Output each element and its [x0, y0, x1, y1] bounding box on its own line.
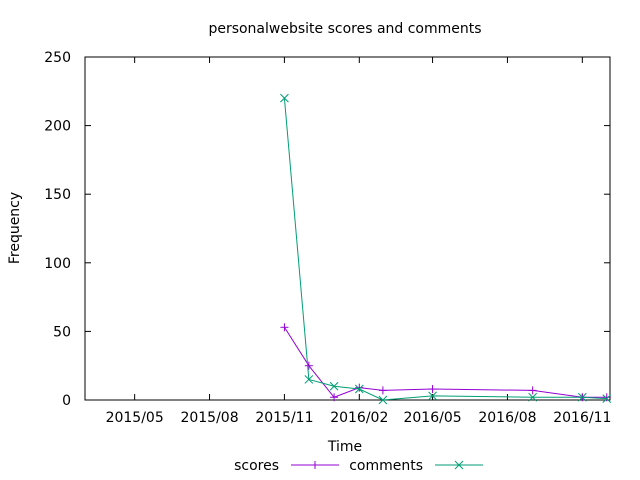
x-tick-label: 2016/11	[553, 410, 611, 426]
comments-point	[378, 395, 388, 405]
x-tick-label: 2015/11	[255, 410, 313, 426]
legend-item-scores: scores	[234, 458, 339, 474]
x-tick-label: 2015/05	[106, 410, 164, 426]
x-axis: 2015/05 2015/08 2015/11 2016/02 2016/05 2016/…	[106, 57, 611, 426]
x-tick-label: 2016/08	[478, 410, 536, 426]
comments-point	[428, 391, 437, 401]
scores-point	[330, 393, 339, 402]
legend-item-comments: comments	[349, 458, 483, 474]
scores-point	[602, 393, 611, 402]
y-axis-label: Frequency	[7, 192, 23, 264]
comments-point	[577, 392, 587, 402]
comments-point	[329, 381, 339, 391]
y-tick-label: 250	[44, 50, 71, 66]
legend-marker	[454, 460, 464, 470]
comments-point	[602, 394, 612, 403]
y-tick-label: 100	[44, 256, 71, 272]
comments-point	[280, 93, 289, 103]
series-comments	[280, 93, 612, 405]
scores-line	[283, 327, 607, 398]
scores-point	[428, 385, 437, 394]
chart-title: personalwebsite scores and comments	[208, 21, 481, 37]
legend-marker	[311, 461, 319, 469]
y-axis: 0 50 100 150 200 250	[44, 50, 610, 409]
x-tick-label: 2015/08	[180, 410, 238, 426]
y-tick-label: 0	[62, 393, 71, 409]
comments-point	[304, 375, 314, 384]
comments-point	[354, 384, 364, 394]
scores-point	[355, 383, 364, 392]
x-tick-label: 2016/05	[403, 410, 461, 426]
comments-line	[283, 98, 607, 401]
scores-point	[304, 361, 313, 370]
y-tick-label: 50	[53, 324, 71, 340]
plot-frame	[84, 56, 611, 401]
scores-point	[528, 386, 537, 395]
series-scores	[280, 323, 611, 402]
x-axis-label: Time	[327, 439, 362, 455]
y-tick-label: 150	[44, 187, 71, 203]
scores-point	[378, 386, 387, 395]
x-tick-label: 2016/02	[330, 410, 388, 426]
legend-label: scores	[234, 458, 279, 474]
series-layer	[280, 93, 612, 405]
y-tick-label: 200	[44, 119, 71, 135]
legend: scores comments	[234, 458, 483, 474]
legend-label: comments	[349, 458, 423, 474]
scores-point	[280, 323, 289, 332]
comments-point	[528, 392, 538, 402]
